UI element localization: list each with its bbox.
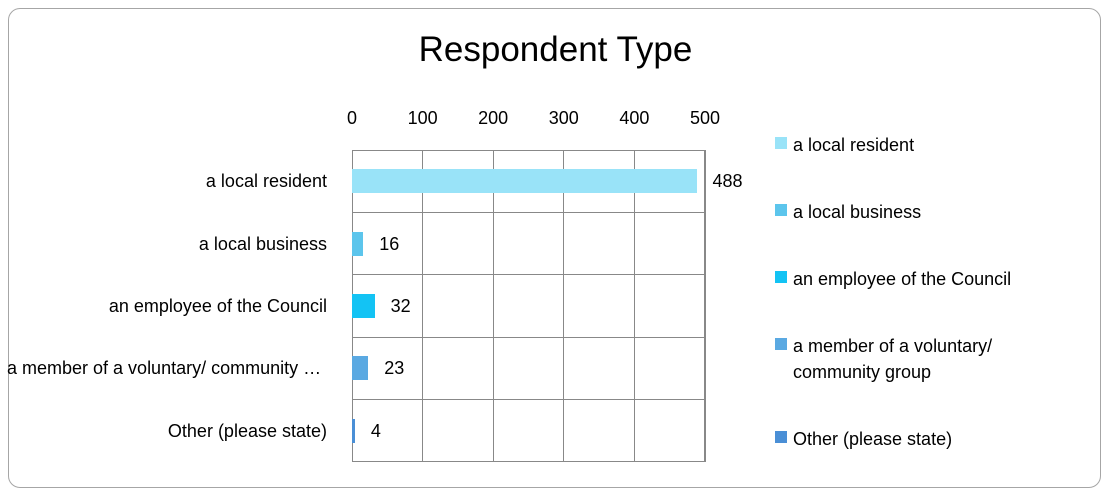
bar — [352, 356, 369, 381]
x-tick-label: 400 — [619, 108, 650, 128]
y-tick-label: a local business — [198, 233, 327, 254]
data-label: 4 — [370, 420, 381, 441]
legend-label: a member of a voluntary/ community group — [793, 335, 993, 382]
grid-line — [492, 150, 494, 462]
legend-item: Other (please state) — [775, 426, 1105, 452]
grid-line — [422, 150, 424, 462]
data-label: 488 — [712, 171, 743, 192]
chart-frame — [8, 8, 1101, 488]
y-tick-label: a local resident — [205, 171, 327, 192]
legend-item: an employee of the Council — [775, 266, 1105, 292]
legend-label: a local resident — [793, 135, 915, 156]
legend-swatch — [775, 337, 787, 350]
grid-line — [704, 150, 706, 462]
data-label: 16 — [379, 233, 400, 254]
x-tick-label: 0 — [346, 108, 357, 128]
legend-label: an employee of the Council — [793, 268, 1012, 289]
legend-swatch — [775, 430, 787, 443]
legend-label: a local business — [793, 202, 922, 223]
row-line — [352, 336, 705, 338]
bar — [352, 169, 697, 194]
row-line — [352, 399, 705, 401]
x-tick-label: 500 — [689, 108, 721, 128]
y-tick-label: an employee of the Council — [108, 296, 327, 316]
data-label: 23 — [384, 358, 405, 379]
x-tick-label: 200 — [478, 108, 509, 128]
bar — [352, 231, 364, 256]
y-tick-label: a member of a voluntary/ community group — [7, 358, 327, 379]
grid-line — [633, 150, 635, 462]
row-line — [352, 211, 705, 213]
legend-swatch — [775, 137, 787, 150]
grid-line — [563, 150, 565, 462]
x-tick-label: 100 — [407, 108, 438, 128]
legend-label: Other (please state) — [793, 428, 953, 449]
bar — [352, 418, 355, 443]
legend-item: a member of a voluntary/ community group — [775, 333, 1105, 385]
legend-swatch — [775, 204, 787, 217]
x-tick-label: 300 — [548, 108, 579, 128]
legend-swatch — [775, 270, 787, 283]
y-tick-label: Other (please state) — [167, 420, 327, 441]
data-label: 32 — [390, 296, 411, 316]
legend-item: a local resident — [775, 132, 1105, 158]
row-line — [352, 274, 705, 276]
chart-title: Respondent Type — [418, 30, 693, 69]
bar — [352, 294, 375, 318]
legend: a local resident a local business an emplo… — [775, 112, 1105, 472]
legend-item: a local business — [775, 199, 1105, 225]
